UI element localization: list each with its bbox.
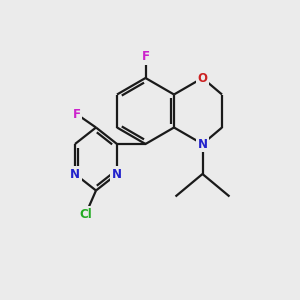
Text: F: F bbox=[142, 50, 149, 64]
Text: N: N bbox=[197, 137, 208, 151]
Text: O: O bbox=[197, 71, 208, 85]
Text: Cl: Cl bbox=[79, 208, 92, 221]
Text: N: N bbox=[70, 167, 80, 181]
Text: F: F bbox=[73, 107, 80, 121]
Text: N: N bbox=[112, 167, 122, 181]
